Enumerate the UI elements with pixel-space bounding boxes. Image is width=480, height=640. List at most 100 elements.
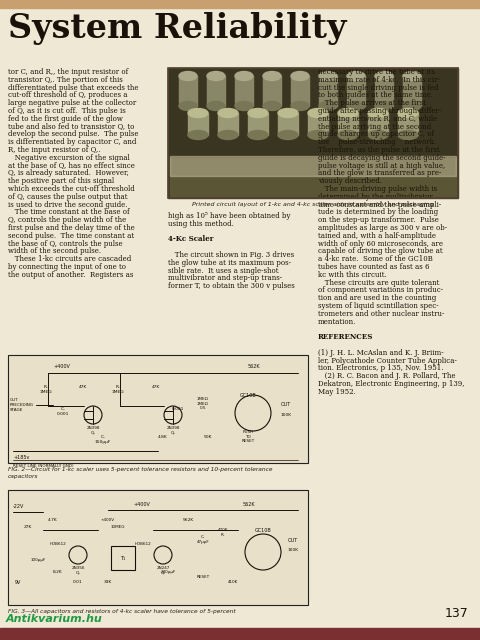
Text: large negative pulse at the collector: large negative pulse at the collector (8, 99, 136, 107)
Text: a 4-kc rate.  Some of the GC10B: a 4-kc rate. Some of the GC10B (318, 255, 433, 263)
Ellipse shape (235, 102, 253, 111)
Ellipse shape (319, 102, 337, 111)
Text: the pulse arriving at the second: the pulse arriving at the second (318, 123, 431, 131)
Text: former T, to obtain the 300 v pulses: former T, to obtain the 300 v pulses (168, 282, 295, 290)
Text: PUSH
TO
RESET: PUSH TO RESET (241, 430, 254, 443)
Text: multivibrator and step-up trans-: multivibrator and step-up trans- (168, 275, 282, 282)
Circle shape (84, 406, 102, 424)
Text: OUT: OUT (288, 538, 298, 543)
Text: tor C, and R,, the input resistor of: tor C, and R,, the input resistor of (8, 68, 128, 76)
Text: These 1-kc circuits are cascaded: These 1-kc circuits are cascaded (8, 255, 131, 263)
Bar (263, 76, 281, 106)
Bar (179, 76, 197, 106)
Text: 470K
R₁: 470K R₁ (218, 528, 228, 536)
Text: the positive part of this signal: the positive part of this signal (8, 177, 114, 185)
Text: 562K: 562K (248, 364, 261, 369)
Text: kc with this circuit.: kc with this circuit. (318, 271, 387, 279)
Text: guide charges up capacitor C, of: guide charges up capacitor C, of (318, 131, 434, 138)
Text: pulse voltage is still at a high value,: pulse voltage is still at a high value, (318, 161, 445, 170)
Bar (368, 113, 388, 135)
Text: REFERENCES: REFERENCES (318, 333, 373, 341)
Ellipse shape (291, 72, 309, 81)
Ellipse shape (403, 102, 421, 111)
Text: necessary to drive the tube at its: necessary to drive the tube at its (318, 68, 435, 76)
Text: R, the input resistor of Q,.: R, the input resistor of Q,. (8, 146, 100, 154)
Text: viously described.: viously described. (318, 177, 382, 185)
Text: 4.7K: 4.7K (48, 518, 58, 522)
Text: entiating network R, and C, while: entiating network R, and C, while (318, 115, 437, 123)
Text: R₁
1MEG: R₁ 1MEG (40, 385, 52, 394)
Text: Dekatron, Electronic Engineering, p 139,: Dekatron, Electronic Engineering, p 139, (318, 380, 465, 388)
Text: 2N247
Q₂: 2N247 Q₂ (156, 566, 170, 575)
Text: Q, is already saturated.  However,: Q, is already saturated. However, (8, 170, 129, 177)
Text: 10MEG: 10MEG (111, 525, 125, 529)
Bar (291, 76, 309, 106)
Text: GC10B: GC10B (240, 393, 256, 398)
Bar (170, 156, 456, 176)
Text: capable of driving the glow tube at: capable of driving the glow tube at (318, 248, 443, 255)
Circle shape (69, 546, 87, 564)
Text: 410K: 410K (228, 580, 238, 584)
Bar (168, 68, 458, 198)
Ellipse shape (398, 131, 418, 140)
Bar (8, 355, 308, 463)
Bar (170, 158, 456, 196)
Text: FIG. 3—All capacitors and resistors of 4-kc scaler have tolerance of 5-percent: FIG. 3—All capacitors and resistors of 4… (8, 609, 236, 614)
Text: of Q, causes the pulse output that: of Q, causes the pulse output that (8, 193, 128, 201)
Text: System Reliability: System Reliability (8, 12, 347, 45)
Text: mentation.: mentation. (318, 317, 356, 326)
Text: the    pulse-stretching    network.: the pulse-stretching network. (318, 138, 436, 146)
Text: tion and are used in the counting: tion and are used in the counting (318, 294, 436, 302)
Text: 27K: 27K (24, 525, 32, 529)
Circle shape (245, 534, 281, 570)
Ellipse shape (368, 109, 388, 118)
Bar (0, 628, 480, 640)
Bar (278, 113, 298, 135)
Text: 240μμF: 240μμF (160, 570, 176, 574)
Text: Negative excursion of the signal: Negative excursion of the signal (8, 154, 130, 162)
Ellipse shape (278, 131, 298, 140)
Ellipse shape (248, 131, 268, 140)
Circle shape (164, 406, 182, 424)
Text: 47K: 47K (79, 385, 87, 389)
Text: fed to the first guide of the glow: fed to the first guide of the glow (8, 115, 123, 123)
Text: OUT
PRECEDING
STAGE: OUT PRECEDING STAGE (10, 398, 34, 412)
Text: tude is determined by the loading: tude is determined by the loading (318, 209, 438, 216)
Text: cut-off threshold of Q, produces a: cut-off threshold of Q, produces a (8, 92, 128, 99)
Text: capacitors: capacitors (8, 474, 38, 479)
Text: sible rate.  It uses a single-shot: sible rate. It uses a single-shot (168, 267, 278, 275)
Bar (218, 113, 238, 135)
Bar (398, 113, 418, 135)
Ellipse shape (308, 109, 328, 118)
Text: GC10B: GC10B (254, 528, 271, 533)
Text: 1MEΩ
1MEΩ
0.5: 1MEΩ 1MEΩ 0.5 (197, 397, 209, 410)
Text: 50K: 50K (204, 435, 212, 439)
Ellipse shape (218, 131, 238, 140)
Text: by connecting the input of one to: by connecting the input of one to (8, 263, 126, 271)
Text: and the glow is transferred as pre-: and the glow is transferred as pre- (318, 170, 442, 177)
Ellipse shape (278, 109, 298, 118)
Text: on the step-up transformer.  Pulse: on the step-up transformer. Pulse (318, 216, 439, 224)
Text: (2) R. C. Bacon and J. R. Pollard, The: (2) R. C. Bacon and J. R. Pollard, The (318, 372, 456, 380)
Text: Antikvarium.hu: Antikvarium.hu (6, 614, 103, 624)
Text: 562K: 562K (182, 518, 193, 522)
Text: RESET LINE (NORMALLY GND): RESET LINE (NORMALLY GND) (13, 464, 73, 468)
Text: first pulse and the delay time of the: first pulse and the delay time of the (8, 224, 135, 232)
Bar (248, 113, 268, 135)
Bar (375, 76, 393, 106)
Text: +185v: +185v (13, 455, 29, 460)
Bar (8, 490, 308, 605)
Text: These circuits are quite tolerant: These circuits are quite tolerant (318, 278, 439, 287)
Text: guide is decaying the second guide-: guide is decaying the second guide- (318, 154, 445, 162)
Text: May 1952.: May 1952. (318, 388, 356, 396)
Text: C₁
0.001: C₁ 0.001 (57, 407, 69, 415)
Bar (403, 76, 421, 106)
Ellipse shape (179, 102, 197, 111)
Text: using this method.: using this method. (168, 220, 234, 228)
Text: is used to drive the second guide.: is used to drive the second guide. (8, 200, 128, 209)
Text: of Q, as it is cut off.  This pulse is: of Q, as it is cut off. This pulse is (8, 107, 126, 115)
Text: FIG. 2—Circuit for 1-kc scaler uses 5-percent tolerance resistors and 10-percent: FIG. 2—Circuit for 1-kc scaler uses 5-pe… (8, 467, 273, 472)
Text: HDB612: HDB612 (134, 542, 151, 546)
Text: the base of Q, controls the pulse: the base of Q, controls the pulse (8, 239, 122, 248)
Ellipse shape (291, 102, 309, 111)
